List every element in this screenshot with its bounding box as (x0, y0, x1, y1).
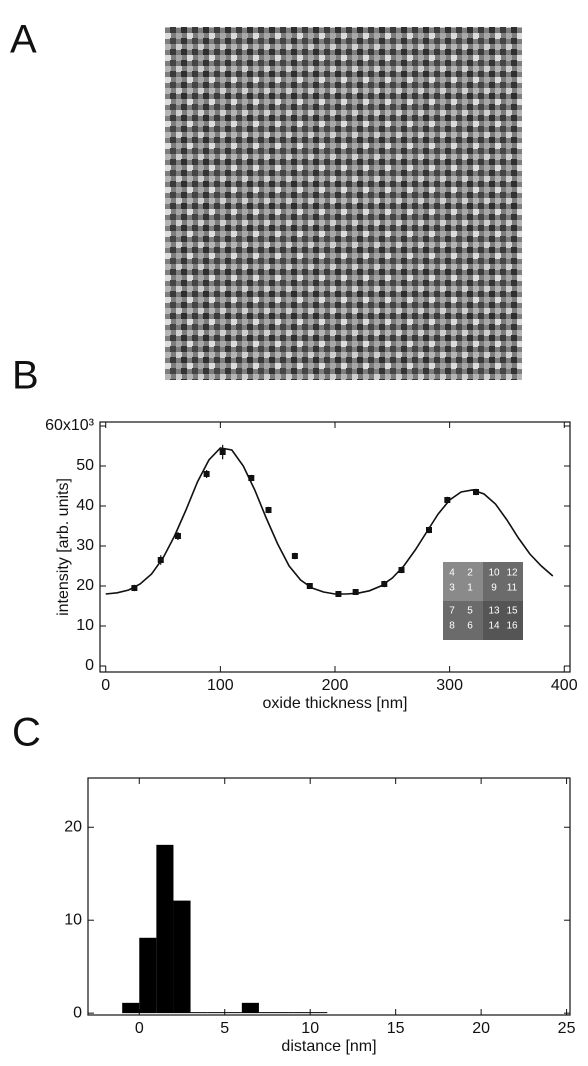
fit-line (105, 447, 554, 595)
histogram-bar (293, 1012, 311, 1014)
x-axis-label: distance [nm] (281, 1038, 376, 1055)
x-axis-label: oxide thickness [nm] (263, 695, 408, 712)
y-tick-label: 60x10³ (45, 417, 95, 434)
inset-label: 8 (449, 621, 455, 632)
inset-label: 7 (449, 606, 455, 617)
panel-label: C (12, 711, 41, 755)
y-tick-label: 30 (76, 537, 94, 554)
data-point (444, 497, 451, 503)
y-tick-label: 40 (76, 497, 94, 514)
x-tick-label: 0 (101, 677, 110, 694)
histogram-bar (258, 1012, 277, 1014)
data-point (174, 533, 181, 539)
x-tick-label: 5 (220, 1020, 229, 1037)
inset-label: 9 (491, 583, 497, 594)
x-tick-label: 300 (436, 677, 463, 694)
histogram-bar (122, 1002, 140, 1014)
inset-label: 5 (467, 606, 473, 617)
inset-label: 15 (506, 606, 518, 617)
histogram-bar (139, 937, 157, 1014)
data-point (398, 567, 405, 573)
inset-label: 11 (507, 583, 518, 594)
y-tick-label: 50 (76, 457, 94, 474)
data-point (203, 471, 210, 477)
histogram-bar (276, 1012, 294, 1014)
data-point (219, 449, 226, 455)
data-point (291, 553, 298, 559)
x-tick-label: 20 (472, 1020, 490, 1037)
x-tick-label: 15 (387, 1020, 405, 1037)
inset-label: 14 (488, 621, 500, 632)
inset-label: 13 (488, 606, 500, 617)
inset-label: 1 (467, 583, 473, 594)
micrograph (165, 27, 522, 380)
inset-label: 16 (506, 621, 518, 632)
y-tick-label: 0 (73, 1004, 82, 1021)
histogram-bar (173, 900, 191, 1014)
inset-label: 4 (449, 568, 455, 579)
data-point (426, 527, 432, 533)
histogram-bar (156, 844, 174, 1014)
histogram-bar (310, 1012, 328, 1014)
data-point (131, 585, 138, 591)
inset: 4 2 10 12 3 1 9 11 7 5 13 15 8 6 14 16 (443, 562, 523, 640)
inset-label: 6 (467, 621, 473, 632)
x-tick-label: 0 (135, 1020, 144, 1037)
y-tick-label: 10 (76, 617, 94, 634)
panel-label: A (10, 18, 37, 62)
panel-label: B (12, 354, 39, 398)
histogram-bar (207, 1012, 225, 1014)
data-point (248, 475, 255, 481)
histogram-bar (241, 1002, 259, 1014)
y-axis-label: intensity [arb. units] (55, 478, 72, 616)
inset-label: 2 (467, 568, 473, 579)
x-tick-label: 25 (558, 1020, 576, 1037)
x-tick-label: 10 (301, 1020, 319, 1037)
inset-label: 3 (449, 583, 455, 594)
y-tick-label: 20 (76, 577, 94, 594)
data-point (352, 589, 359, 595)
histogram-bar (224, 1012, 242, 1014)
y-tick-label: 0 (85, 657, 94, 674)
x-tick-label: 100 (207, 677, 234, 694)
data-point (265, 507, 272, 513)
x-tick-label: 400 (551, 677, 578, 694)
inset-label: 12 (506, 568, 518, 579)
inset-label: 10 (488, 568, 500, 579)
y-tick-label: 10 (64, 911, 82, 928)
y-tick-label: 20 (64, 818, 82, 835)
x-tick-label: 200 (322, 677, 349, 694)
histogram-bar (190, 1012, 208, 1014)
frame (87, 777, 571, 1016)
